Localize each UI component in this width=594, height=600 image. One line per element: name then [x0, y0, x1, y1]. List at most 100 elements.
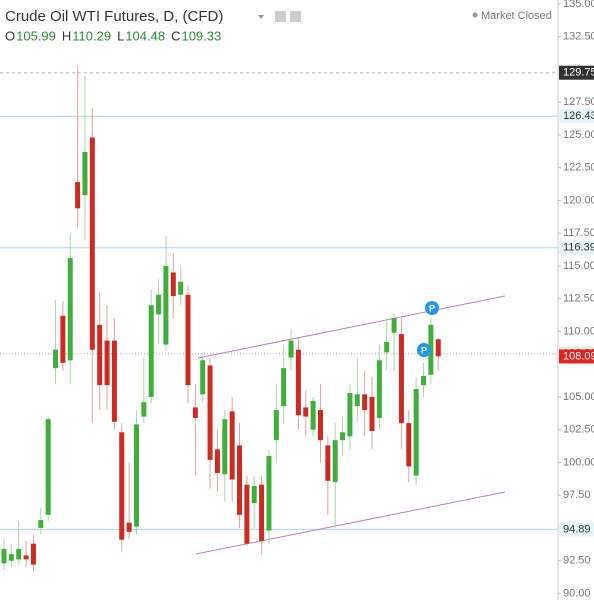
candle-body: [398, 334, 404, 424]
candle-body: [185, 294, 191, 386]
channel-upper: [197, 295, 506, 359]
candle-body: [192, 407, 198, 418]
y-tick-label: 117.50: [563, 227, 594, 239]
candle-body: [244, 484, 250, 544]
candles: [1, 65, 441, 573]
candle-body: [266, 455, 272, 531]
candle-body: [75, 182, 81, 209]
candle-body: [133, 424, 139, 527]
y-tick-label: 97.50: [563, 489, 591, 501]
level-badge: [559, 109, 594, 124]
candle-body: [303, 407, 309, 417]
candle-body: [273, 410, 279, 441]
candle-body: [45, 419, 51, 515]
level-label: 116.39: [563, 242, 594, 254]
axis-labels: 135.00 132.50 127.50 125.00 122.50 120.00 117.…: [558, 0, 594, 599]
candle-body: [354, 394, 360, 407]
marker-icon[interactable]: [425, 301, 439, 315]
candle-body: [347, 393, 353, 437]
marker-label: P: [429, 303, 435, 313]
candle-body: [317, 410, 323, 441]
ohlc: O 105.99 H 110.29 L 104.48 C 109.33: [5, 28, 221, 43]
dropdown-arrow[interactable]: [258, 15, 264, 19]
ohlc-key: H: [62, 28, 71, 43]
level-badge: [559, 65, 594, 80]
candle-body: [207, 365, 213, 460]
candle-body: [170, 272, 176, 297]
candle-body: [435, 339, 441, 357]
candle-body: [288, 340, 294, 358]
marker[interactable]: P: [417, 343, 431, 357]
ohlc-value: 105.99: [16, 28, 56, 43]
y-tick-label: 112.50: [563, 293, 594, 305]
marker[interactable]: P: [425, 301, 439, 315]
candle-body: [229, 411, 235, 480]
level-label: 94.89: [563, 523, 591, 535]
y-tick-label: 135.00: [563, 0, 594, 10]
ohlc-key: C: [171, 28, 180, 43]
candle-body: [126, 522, 132, 532]
y-tick-label: 90.00: [563, 587, 591, 599]
candle-body: [38, 520, 44, 528]
y-tick-label: 122.50: [563, 162, 594, 174]
candle-body: [325, 445, 331, 481]
candle-body: [148, 305, 154, 397]
ohlc-value: 109.33: [181, 28, 221, 43]
status-dot: [472, 12, 478, 18]
marker-label: P: [421, 345, 427, 355]
candle-body: [340, 432, 346, 441]
candle-body: [200, 360, 206, 395]
candle-body: [178, 281, 184, 295]
candle-body: [281, 368, 287, 407]
y-tick-label: 132.50: [563, 31, 594, 43]
y-tick-label: 92.50: [563, 555, 591, 567]
ohlc-key: O: [5, 28, 15, 43]
candle-body: [369, 396, 375, 432]
level-label: 126.43: [563, 110, 594, 122]
ohlc-value: 110.29: [72, 28, 111, 43]
candle-body: [163, 265, 169, 345]
candle-body: [237, 445, 243, 515]
y-tick-label: 100.00: [563, 456, 594, 468]
y-tick-label: 115.00: [563, 260, 594, 272]
price-axis[interactable]: [558, 0, 594, 600]
ohlc-value: 104.48: [125, 28, 165, 43]
icon-eye[interactable]: [275, 11, 286, 22]
candle-body: [82, 151, 88, 196]
y-tick-label: 105.00: [563, 391, 594, 403]
level-label: 108.09: [563, 350, 594, 362]
candle-body: [1, 548, 7, 564]
candle-body: [89, 137, 95, 350]
level-label: 129.75: [563, 67, 594, 79]
candle-body: [119, 432, 125, 540]
icon-settings[interactable]: [290, 11, 301, 22]
candle-body: [156, 294, 162, 315]
candle-body: [421, 375, 427, 386]
candle-body: [67, 258, 73, 361]
candle-body: [141, 402, 147, 417]
candle-body: [259, 484, 265, 542]
candle-body: [97, 324, 103, 386]
y-tick-label: 125.00: [563, 129, 594, 141]
candle-body: [23, 555, 29, 560]
y-tick-label: 102.50: [563, 424, 594, 436]
symbol-title[interactable]: Crude Oil WTI Futures, D, (CFD): [5, 8, 223, 25]
candle-body: [16, 548, 22, 560]
ohlc-key: L: [117, 28, 124, 43]
candle-body: [111, 340, 117, 422]
market-status: Market Closed: [481, 10, 552, 22]
y-tick-label: 120.00: [563, 194, 594, 206]
candle-body: [384, 341, 390, 353]
candle-body: [295, 349, 301, 416]
candle-body: [214, 449, 220, 473]
candle-body: [391, 318, 397, 333]
marker-icon[interactable]: [417, 343, 431, 357]
candle-body: [413, 389, 419, 476]
candle-body: [30, 543, 36, 565]
candle-body: [60, 315, 66, 363]
candle-body: [362, 394, 368, 411]
level-badge: [559, 522, 594, 537]
